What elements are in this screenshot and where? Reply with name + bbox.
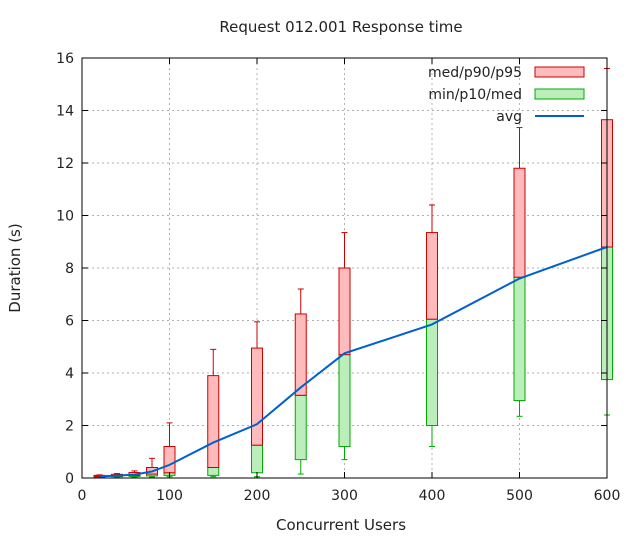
box-p10-med <box>338 354 351 447</box>
box-p10-med <box>294 394 307 461</box>
box-group <box>426 204 438 447</box>
legend-label: avg <box>496 109 522 125</box>
box-group <box>513 127 526 417</box>
x-tick-label: 600 <box>594 488 621 504</box>
box-group <box>207 348 220 478</box>
box-med-p90 <box>513 167 526 278</box>
box-group <box>251 321 263 478</box>
box-med-p90 <box>163 446 176 474</box>
legend: med/p90/p95 min/p10/med avg <box>428 65 585 125</box>
box-group <box>163 422 176 478</box>
legend-swatch <box>534 66 585 78</box>
y-tick-label: 0 <box>65 471 74 487</box>
chart-title: Request 012.001 Response time <box>219 18 462 36</box>
y-axis-ticks: 0 2 4 6 8 10 12 14 16 <box>56 51 607 487</box>
legend-label: min/p10/med <box>428 87 522 103</box>
y-tick-label: 4 <box>65 366 74 382</box>
box-med-p90 <box>207 375 220 468</box>
x-tick-label: 100 <box>156 488 183 504</box>
box-group <box>294 288 307 475</box>
y-axis-label: Duration (s) <box>6 223 24 312</box>
y-tick-label: 14 <box>56 104 74 120</box>
y-tick-label: 8 <box>65 261 74 277</box>
x-tick-label: 500 <box>506 488 533 504</box>
box-med-p90 <box>251 347 263 446</box>
y-tick-label: 12 <box>56 156 74 172</box>
box-group <box>338 232 351 461</box>
x-tick-label: 0 <box>78 488 87 504</box>
avg-series <box>99 246 608 478</box>
box-group <box>146 457 158 478</box>
x-tick-label: 400 <box>419 488 446 504</box>
x-tick-label: 300 <box>331 488 358 504</box>
avg-line <box>99 246 608 478</box>
box-med-p90 <box>426 232 438 320</box>
box-p10-med <box>251 444 263 474</box>
y-tick-label: 16 <box>56 51 74 67</box>
box-med-p90 <box>338 267 351 356</box>
box-p10-med <box>513 276 526 402</box>
y-tick-label: 2 <box>65 419 74 435</box>
y-tick-label: 6 <box>65 314 74 330</box>
legend-swatch <box>534 88 585 100</box>
box-med-p90 <box>294 313 307 396</box>
box-p10-med <box>207 467 220 476</box>
y-tick-label: 10 <box>56 209 74 225</box>
x-axis-label: Concurrent Users <box>276 516 406 534</box>
legend-label: med/p90/p95 <box>428 65 522 81</box>
x-axis-ticks: 0 100 200 300 400 500 600 <box>78 58 621 504</box>
x-tick-label: 200 <box>244 488 271 504</box>
box-p10-med <box>426 318 438 426</box>
